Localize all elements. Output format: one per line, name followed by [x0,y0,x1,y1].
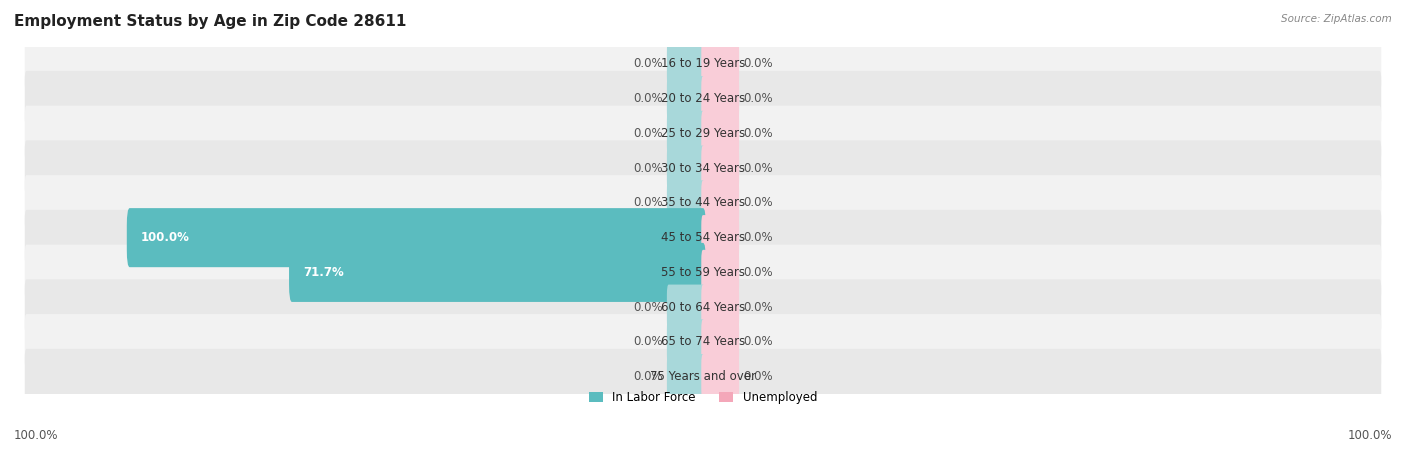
Text: 60 to 64 Years: 60 to 64 Years [661,301,745,313]
Text: 100.0%: 100.0% [1347,429,1392,442]
Text: 16 to 19 Years: 16 to 19 Years [661,57,745,70]
FancyBboxPatch shape [666,354,704,399]
FancyBboxPatch shape [702,250,740,295]
Text: 71.7%: 71.7% [304,266,344,279]
FancyBboxPatch shape [702,319,740,364]
Text: 75 Years and over: 75 Years and over [650,370,756,383]
FancyBboxPatch shape [702,215,740,260]
Text: 45 to 54 Years: 45 to 54 Years [661,231,745,244]
FancyBboxPatch shape [25,244,1381,300]
FancyBboxPatch shape [702,111,740,156]
Text: 0.0%: 0.0% [633,92,662,105]
FancyBboxPatch shape [25,71,1381,126]
FancyBboxPatch shape [702,354,740,399]
Text: 0.0%: 0.0% [744,301,773,313]
Text: 100.0%: 100.0% [14,429,59,442]
FancyBboxPatch shape [702,285,740,330]
Text: 0.0%: 0.0% [633,336,662,348]
Text: 30 to 34 Years: 30 to 34 Years [661,161,745,175]
Text: 55 to 59 Years: 55 to 59 Years [661,266,745,279]
Text: 65 to 74 Years: 65 to 74 Years [661,336,745,348]
Text: 0.0%: 0.0% [744,57,773,70]
FancyBboxPatch shape [127,208,706,267]
FancyBboxPatch shape [666,285,704,330]
FancyBboxPatch shape [666,41,704,87]
FancyBboxPatch shape [25,140,1381,196]
FancyBboxPatch shape [666,111,704,156]
Text: 0.0%: 0.0% [744,370,773,383]
Text: 0.0%: 0.0% [633,57,662,70]
Text: 0.0%: 0.0% [633,301,662,313]
Text: 0.0%: 0.0% [633,197,662,209]
Text: 0.0%: 0.0% [744,161,773,175]
FancyBboxPatch shape [702,76,740,121]
Text: 0.0%: 0.0% [744,266,773,279]
FancyBboxPatch shape [666,146,704,191]
FancyBboxPatch shape [25,175,1381,231]
Text: 0.0%: 0.0% [744,92,773,105]
FancyBboxPatch shape [702,146,740,191]
FancyBboxPatch shape [25,279,1381,335]
Legend: In Labor Force, Unemployed: In Labor Force, Unemployed [583,387,823,409]
Text: 0.0%: 0.0% [633,370,662,383]
FancyBboxPatch shape [666,76,704,121]
FancyBboxPatch shape [666,319,704,364]
FancyBboxPatch shape [290,243,706,302]
Text: 0.0%: 0.0% [744,127,773,140]
FancyBboxPatch shape [666,180,704,226]
Text: 0.0%: 0.0% [744,231,773,244]
Text: 0.0%: 0.0% [744,197,773,209]
Text: 25 to 29 Years: 25 to 29 Years [661,127,745,140]
Text: 0.0%: 0.0% [633,161,662,175]
FancyBboxPatch shape [25,36,1381,92]
Text: 0.0%: 0.0% [633,127,662,140]
FancyBboxPatch shape [702,41,740,87]
Text: Source: ZipAtlas.com: Source: ZipAtlas.com [1281,14,1392,23]
FancyBboxPatch shape [25,349,1381,405]
FancyBboxPatch shape [25,106,1381,161]
Text: 0.0%: 0.0% [744,336,773,348]
FancyBboxPatch shape [25,314,1381,370]
FancyBboxPatch shape [25,210,1381,266]
Text: 100.0%: 100.0% [141,231,190,244]
Text: Employment Status by Age in Zip Code 28611: Employment Status by Age in Zip Code 286… [14,14,406,28]
Text: 20 to 24 Years: 20 to 24 Years [661,92,745,105]
Text: 35 to 44 Years: 35 to 44 Years [661,197,745,209]
FancyBboxPatch shape [702,180,740,226]
